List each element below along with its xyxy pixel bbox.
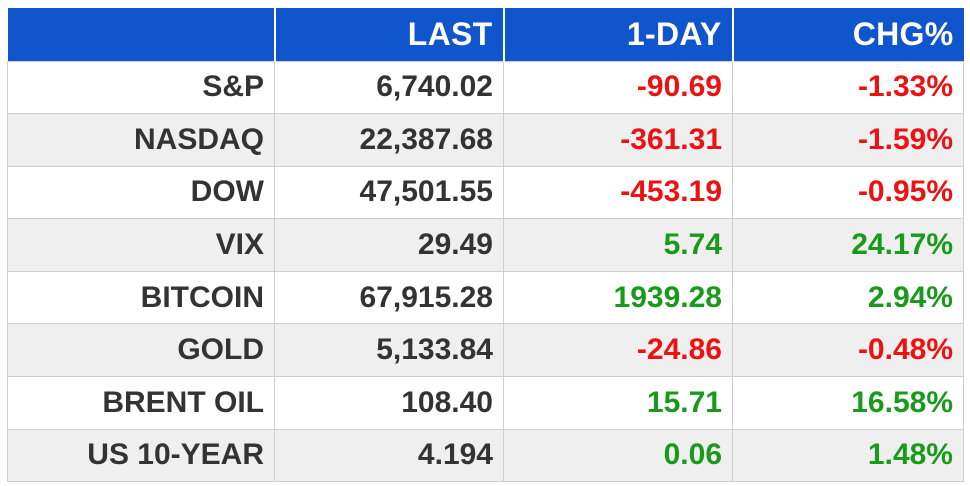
percent-change: -0.48% xyxy=(732,323,964,378)
header-1-day: 1-DAY xyxy=(503,8,734,61)
table-row: DOW 47,501.55 -453.19 -0.95% xyxy=(7,165,964,220)
last-value: 4.194 xyxy=(274,428,504,483)
day-change: -453.19 xyxy=(503,165,733,220)
instrument-name: US 10-YEAR xyxy=(7,428,275,483)
instrument-name: NASDAQ xyxy=(7,113,275,167)
instrument-name: S&P xyxy=(7,60,275,115)
day-change: -24.86 xyxy=(503,323,733,378)
day-change: 15.71 xyxy=(503,376,733,430)
last-value: 47,501.55 xyxy=(274,165,504,220)
table-row: GOLD 5,133.84 -24.86 -0.48% xyxy=(7,323,964,378)
percent-change: 2.94% xyxy=(732,270,964,325)
last-value: 6,740.02 xyxy=(274,60,504,115)
table-row: US 10-YEAR 4.194 0.06 1.48% xyxy=(7,428,964,483)
percent-change: 16.58% xyxy=(732,376,964,430)
percent-change: 24.17% xyxy=(732,218,964,272)
day-change: 0.06 xyxy=(503,428,733,483)
instrument-name: DOW xyxy=(7,165,275,220)
header-instrument xyxy=(7,8,276,61)
table-row: VIX 29.49 5.74 24.17% xyxy=(7,218,964,272)
percent-change: -1.33% xyxy=(732,60,964,115)
last-value: 67,915.28 xyxy=(274,270,504,325)
market-table-container: LAST 1-DAY CHG% S&P 6,740.02 -90.69 -1.3… xyxy=(7,8,964,483)
table-row: BRENT OIL 108.40 15.71 16.58% xyxy=(7,376,964,430)
last-value: 5,133.84 xyxy=(274,323,504,378)
header-last: LAST xyxy=(274,8,505,61)
day-change: 5.74 xyxy=(503,218,733,272)
table-row: NASDAQ 22,387.68 -361.31 -1.59% xyxy=(7,113,964,167)
header-chg-pct: CHG% xyxy=(732,8,964,61)
day-change: 1939.28 xyxy=(503,270,733,325)
last-value: 29.49 xyxy=(274,218,504,272)
percent-change: -0.95% xyxy=(732,165,964,220)
table-header-row: LAST 1-DAY CHG% xyxy=(7,8,964,61)
instrument-name: VIX xyxy=(7,218,275,272)
instrument-name: GOLD xyxy=(7,323,275,378)
day-change: -90.69 xyxy=(503,60,733,115)
instrument-name: BRENT OIL xyxy=(7,376,275,430)
instrument-name: BITCOIN xyxy=(7,270,275,325)
percent-change: 1.48% xyxy=(732,428,964,483)
day-change: -361.31 xyxy=(503,113,733,167)
market-quotes-table: LAST 1-DAY CHG% S&P 6,740.02 -90.69 -1.3… xyxy=(7,8,964,483)
table-row: S&P 6,740.02 -90.69 -1.33% xyxy=(7,60,964,115)
last-value: 22,387.68 xyxy=(274,113,504,167)
percent-change: -1.59% xyxy=(732,113,964,167)
table-row: BITCOIN 67,915.28 1939.28 2.94% xyxy=(7,270,964,325)
last-value: 108.40 xyxy=(274,376,504,430)
